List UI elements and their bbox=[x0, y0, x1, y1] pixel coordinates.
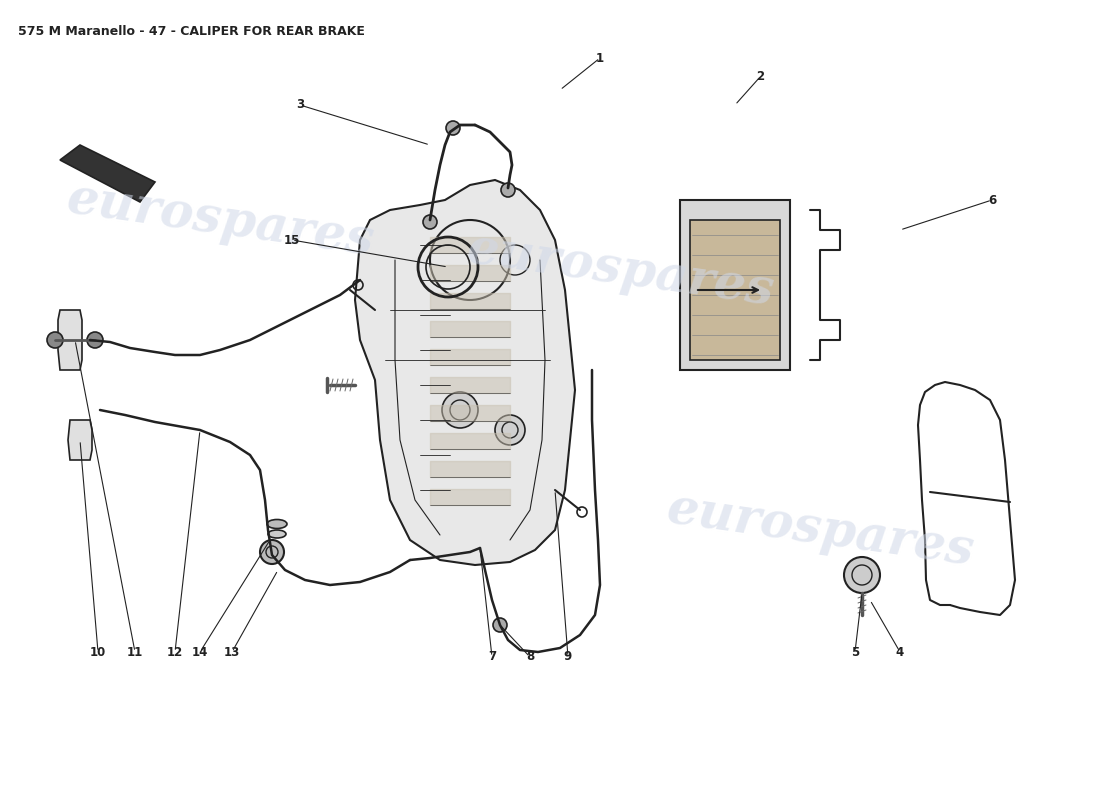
Text: eurospares: eurospares bbox=[63, 174, 377, 266]
Text: 14: 14 bbox=[191, 646, 208, 658]
Text: eurospares: eurospares bbox=[663, 484, 977, 576]
Text: 4: 4 bbox=[895, 646, 904, 658]
Text: 3: 3 bbox=[296, 98, 304, 111]
Polygon shape bbox=[60, 145, 155, 202]
Bar bbox=[690, 220, 780, 360]
Circle shape bbox=[424, 215, 437, 229]
Circle shape bbox=[500, 183, 515, 197]
Text: 11: 11 bbox=[126, 646, 143, 658]
Ellipse shape bbox=[268, 530, 286, 538]
Circle shape bbox=[260, 540, 284, 564]
Text: 7: 7 bbox=[488, 650, 496, 663]
Text: 575 M Maranello - 47 - CALIPER FOR REAR BRAKE: 575 M Maranello - 47 - CALIPER FOR REAR … bbox=[18, 25, 365, 38]
Text: 6: 6 bbox=[988, 194, 997, 206]
Circle shape bbox=[446, 121, 460, 135]
Circle shape bbox=[493, 618, 507, 632]
Text: 12: 12 bbox=[167, 646, 183, 658]
Circle shape bbox=[442, 392, 478, 428]
Text: 8: 8 bbox=[526, 650, 535, 663]
Text: 1: 1 bbox=[596, 51, 604, 65]
Text: 2: 2 bbox=[756, 70, 764, 83]
Circle shape bbox=[844, 557, 880, 593]
Polygon shape bbox=[355, 180, 575, 565]
Circle shape bbox=[495, 415, 525, 445]
Polygon shape bbox=[68, 420, 92, 460]
Ellipse shape bbox=[267, 519, 287, 529]
Text: 5: 5 bbox=[851, 646, 859, 658]
Polygon shape bbox=[58, 310, 82, 370]
Text: 9: 9 bbox=[564, 650, 572, 663]
Circle shape bbox=[47, 332, 63, 348]
Text: eurospares: eurospares bbox=[463, 224, 777, 316]
Text: 15: 15 bbox=[284, 234, 300, 246]
Text: 13: 13 bbox=[224, 646, 240, 658]
Text: 10: 10 bbox=[90, 646, 106, 658]
Bar bbox=[680, 200, 790, 370]
Circle shape bbox=[87, 332, 103, 348]
